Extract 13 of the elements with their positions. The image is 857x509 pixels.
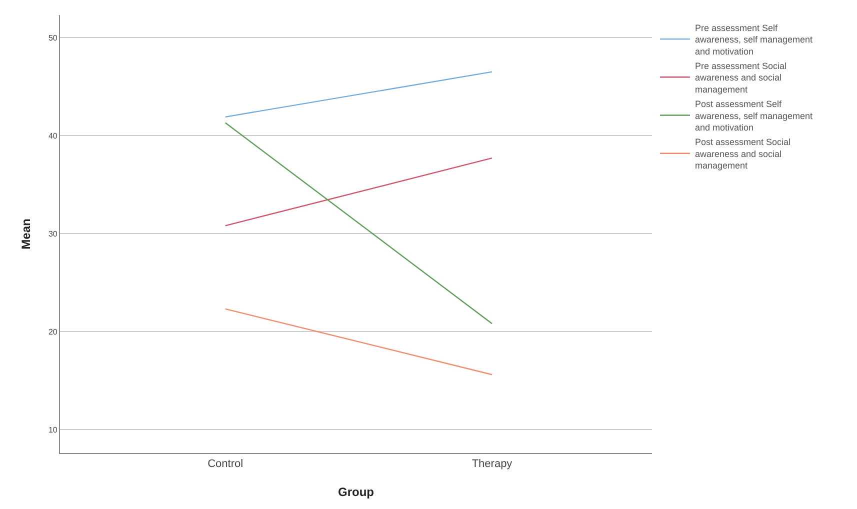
legend-label: Pre assessment Social awareness and social management bbox=[694, 60, 787, 94]
y-tick-label: 50 bbox=[48, 33, 58, 42]
x-axis-title: Group bbox=[338, 485, 374, 500]
y-tick-label: 20 bbox=[48, 327, 58, 336]
y-tick-label: 10 bbox=[48, 425, 58, 434]
legend-label: Post assessment Social awareness and social management bbox=[694, 137, 791, 171]
y-tick-label: 40 bbox=[48, 131, 58, 140]
x-tick-label: Therapy bbox=[472, 458, 513, 470]
legend-label: Pre assessment Self awareness, self management and motivation bbox=[694, 22, 814, 56]
legend-label: Post assessment Self awareness, self management and motivation bbox=[694, 99, 814, 132]
y-axis-title: Mean bbox=[18, 218, 33, 250]
x-tick-label: Control bbox=[208, 458, 244, 470]
y-tick-label: 30 bbox=[48, 229, 58, 238]
